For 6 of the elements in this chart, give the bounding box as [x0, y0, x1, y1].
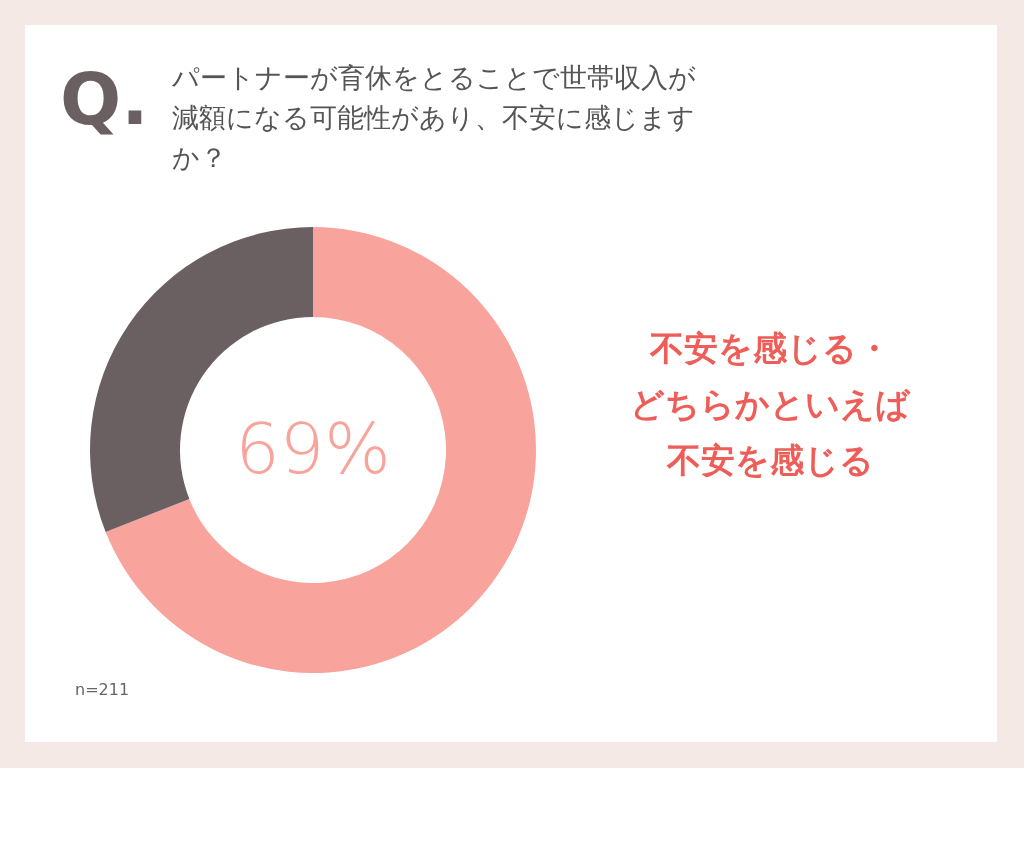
text: Q.	[60, 57, 149, 141]
donut-slice	[105, 227, 536, 673]
slice-label: 不安を感じる・どちらかといえば不安を感じる	[630, 328, 911, 480]
data-label: 69%	[235, 408, 391, 490]
text: n=211	[75, 680, 130, 699]
chart-title: パートナーが育休をとることで世帯収入が減額になる可能性があり、不安に感じますか？	[171, 62, 696, 173]
